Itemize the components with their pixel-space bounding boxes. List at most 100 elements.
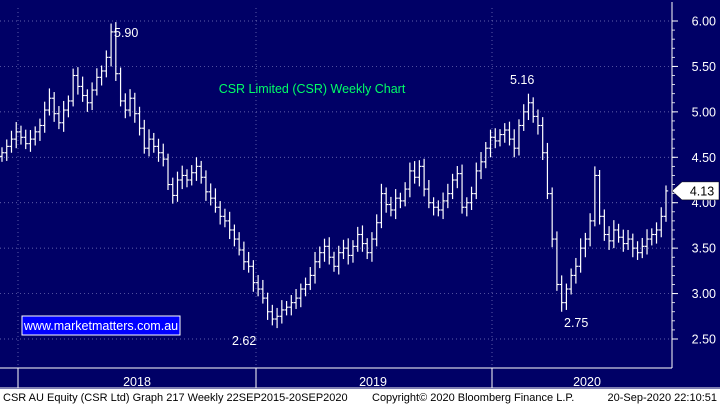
weekly-bar	[298, 283, 303, 308]
price-annotation: 2.62	[232, 334, 256, 348]
weekly-bar	[146, 129, 152, 157]
weekly-bar	[540, 117, 545, 161]
weekly-bar	[180, 165, 185, 190]
weekly-bar	[564, 283, 569, 310]
weekly-bar	[649, 228, 654, 246]
weekly-bar	[80, 76, 85, 102]
weekly-bar	[260, 279, 266, 304]
weekly-bar	[483, 142, 488, 169]
weekly-bar	[23, 129, 28, 150]
weekly-bar	[47, 88, 52, 116]
weekly-bar	[488, 129, 493, 158]
y-tick-label: 3.50	[692, 242, 716, 256]
weekly-bar	[255, 275, 261, 297]
weekly-bar	[611, 220, 617, 249]
weekly-bar	[28, 130, 33, 152]
weekly-bar	[583, 232, 588, 258]
weekly-bar	[232, 224, 237, 247]
weekly-bar	[355, 226, 360, 252]
weekly-bar	[293, 289, 299, 310]
weekly-bar	[156, 138, 161, 162]
weekly-bar	[474, 162, 479, 200]
weekly-bar	[640, 237, 645, 259]
candle-series	[0, 22, 669, 329]
price-annotation: 5.90	[114, 26, 138, 40]
weekly-bar	[33, 126, 38, 146]
weekly-bar	[445, 183, 451, 209]
last-price-label: 4.13	[690, 184, 714, 198]
x-axis: 2018 2019 2020	[0, 367, 720, 389]
weekly-bar	[402, 182, 408, 207]
footer-copyright: Copyright© 2020 Bloomberg Finance L.P.	[372, 392, 575, 404]
chart-title: CSR Limited (CSR) Weekly Chart	[219, 82, 406, 96]
footer-security-info: CSR AU Equity (CSR Ltd) Graph 217 Weekly…	[3, 392, 348, 404]
weekly-bar	[241, 241, 247, 270]
weekly-bar	[602, 209, 607, 241]
weekly-bar	[417, 160, 422, 187]
weekly-bar	[208, 183, 213, 206]
year-label: 2020	[573, 375, 601, 389]
weekly-bar	[327, 237, 332, 265]
weekly-bar	[317, 246, 322, 269]
weekly-bar	[42, 101, 47, 133]
weekly-bar	[493, 128, 498, 149]
weekly-bar	[654, 222, 659, 244]
weekly-bar	[137, 106, 142, 136]
weekly-bar	[630, 233, 635, 258]
weekly-bar	[132, 92, 137, 123]
weekly-bar	[374, 214, 379, 247]
weekly-bar	[341, 239, 346, 260]
weekly-bar	[189, 165, 194, 186]
weekly-bar	[360, 225, 365, 252]
weekly-bar	[194, 157, 199, 181]
weekly-bar	[184, 169, 190, 188]
year-label: 2019	[359, 375, 387, 389]
weekly-bar	[512, 129, 517, 158]
weekly-bar	[336, 245, 341, 275]
weekly-bar	[175, 171, 180, 202]
weekly-bar	[407, 162, 413, 198]
weekly-bar	[213, 188, 218, 213]
watermark-box: www.marketmatters.com.au	[21, 315, 181, 336]
weekly-bar	[331, 251, 337, 272]
weekly-bar	[308, 267, 313, 290]
weekly-bar	[644, 229, 650, 255]
weekly-bar	[521, 104, 526, 131]
weekly-bar	[412, 161, 417, 184]
weekly-bar	[66, 95, 71, 118]
weekly-bar	[51, 92, 57, 122]
weekly-bar	[89, 82, 95, 111]
weekly-bar	[94, 68, 100, 96]
weekly-bar	[85, 89, 90, 112]
weekly-bar	[502, 123, 507, 143]
weekly-bar	[118, 67, 123, 107]
weekly-bar	[99, 65, 104, 86]
weekly-bar	[663, 185, 669, 222]
weekly-bar	[350, 240, 356, 263]
weekly-bar	[436, 200, 441, 217]
y-tick-label: 3.00	[692, 287, 716, 301]
weekly-bar	[450, 173, 455, 200]
weekly-bar	[236, 232, 242, 256]
weekly-bar	[227, 211, 232, 240]
weekly-bar	[379, 183, 384, 229]
weekly-bar	[75, 67, 81, 95]
price-annotation: 2.75	[564, 316, 588, 330]
weekly-bar	[455, 166, 460, 189]
weekly-bar	[70, 68, 76, 107]
year-label: 2018	[123, 375, 151, 389]
weekly-bar	[222, 208, 228, 228]
weekly-bar	[56, 106, 62, 130]
weekly-bar	[554, 231, 560, 291]
weekly-bar	[289, 295, 294, 316]
weekly-bar	[635, 241, 640, 260]
weekly-bar	[592, 166, 598, 227]
weekly-bar	[151, 132, 156, 153]
weekly-bar	[170, 177, 175, 204]
weekly-bar	[9, 130, 14, 153]
weekly-bar	[469, 186, 474, 210]
weekly-bar	[270, 304, 275, 326]
weekly-bar	[279, 300, 285, 324]
last-price-tag: 4.13	[671, 181, 720, 201]
footer-bar: CSR AU Equity (CSR Ltd) Graph 217 Weekly…	[0, 389, 720, 407]
